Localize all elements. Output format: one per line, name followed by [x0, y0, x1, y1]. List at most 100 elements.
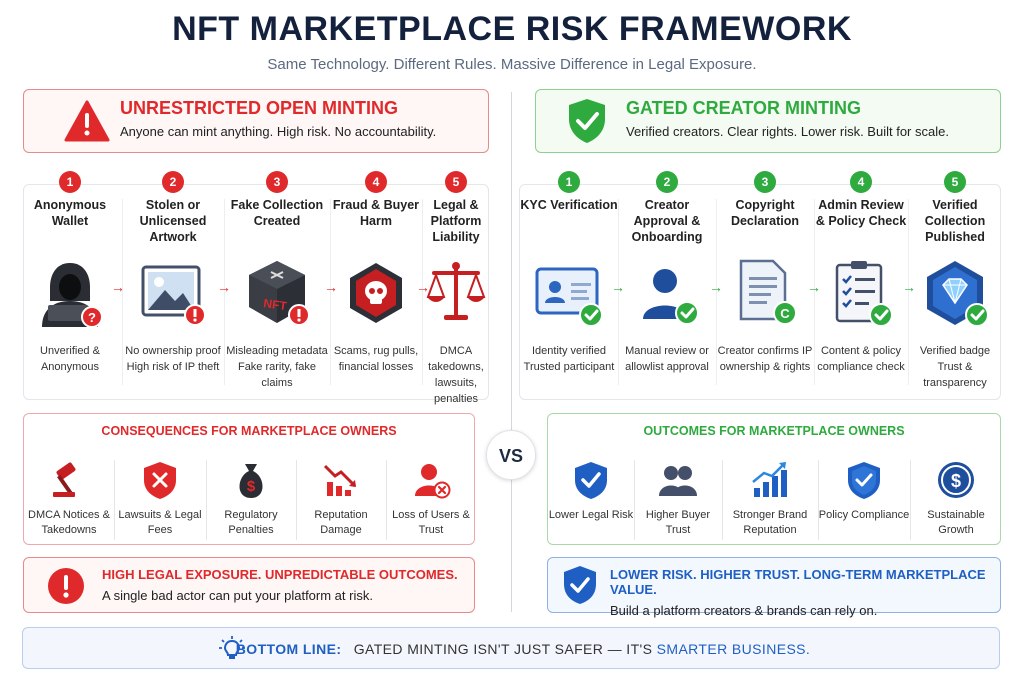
page-title: NFT MARKETPLACE RISK FRAMEWORK	[172, 10, 852, 48]
step-number: 3	[266, 171, 288, 193]
bottom-line-lead: BOTTOM LINE:	[235, 641, 342, 657]
shield-check-icon	[562, 564, 598, 611]
step-desc: Unverified & Anonymous	[40, 345, 100, 373]
dollar-coin-icon: $	[936, 460, 976, 500]
consequence-item: Lawsuits & Legal Fees	[114, 454, 206, 544]
gated-minting-title: GATED CREATOR MINTING	[626, 98, 861, 118]
versus-badge: VS	[486, 430, 536, 480]
shield-check-icon	[844, 460, 884, 500]
consequence-label: DMCA Notices & Takedowns	[28, 509, 110, 536]
consequence-item: Reputation Damage	[296, 454, 386, 544]
consequence-item: DMCA Notices & Takedowns	[24, 454, 114, 544]
outcome-item: Policy Compliance	[818, 454, 910, 544]
bottom-line-text: BOTTOM LINE: GATED MINTING ISN'T JUST SA…	[23, 641, 999, 657]
flow-arrow-icon: →	[416, 279, 430, 295]
summary-subtitle: Build a platform creators & brands can r…	[610, 603, 878, 618]
users-icon	[658, 460, 698, 500]
consequence-item: $ Regulatory Penalties	[206, 454, 296, 544]
outcome-label: Lower Legal Risk	[548, 509, 634, 521]
open-step-2: 2 Stolen or Unlicensed Artwork No owners…	[122, 171, 224, 399]
step-number: 5	[944, 171, 966, 193]
alert-circle-icon	[46, 566, 86, 611]
open-minting-title: UNRESTRICTED OPEN MINTING	[120, 98, 399, 118]
gated-step-4: 4 Admin Review & Policy Check Content & …	[814, 171, 908, 399]
checklist-icon	[825, 257, 897, 329]
skull-icon	[340, 257, 412, 329]
flow-arrow-icon: →	[902, 279, 916, 295]
outcomes-heading: OUTCOMES FOR MARKETPLACE OWNERS	[643, 424, 905, 438]
gated-step-3: 3 Copyright Declaration C Creator confir…	[716, 171, 814, 399]
high-exposure-summary: HIGH LEGAL EXPOSURE. UNPREDICTABLE OUTCO…	[23, 557, 475, 613]
open-minting-flow: 1 Anonymous Wallet ? Unverified & Anonym…	[23, 171, 490, 405]
step-label: Admin Review & Policy Check	[815, 198, 907, 228]
step-label: Copyright Declaration	[730, 198, 800, 228]
hooded-figure-icon: ?	[34, 257, 106, 329]
step-number: 1	[558, 171, 580, 193]
page-subtitle: Same Technology. Different Rules. Massiv…	[267, 56, 757, 73]
step-number: 3	[754, 171, 776, 193]
step-number: 4	[365, 171, 387, 193]
consequence-item: Loss of Users & Trust	[386, 454, 476, 544]
gated-step-2: 2 Creator Approval & Onboarding Manual r…	[618, 171, 716, 399]
consequence-label: Loss of Users & Trust	[392, 509, 470, 536]
step-desc: DMCA takedowns, lawsuits, penalties	[428, 345, 484, 405]
step-label: Legal & Platform Liability	[430, 198, 482, 244]
gavel-icon	[49, 460, 89, 500]
consequences-panel: CONSEQUENCES FOR MARKETPLACE OWNERS DMCA…	[23, 413, 475, 545]
consequence-label: Lawsuits & Legal Fees	[118, 509, 202, 536]
flow-arrow-icon: →	[807, 279, 821, 295]
step-label: Stolen or Unlicensed Artwork	[139, 198, 207, 244]
outcomes-panel: OUTCOMES FOR MARKETPLACE OWNERS Lower Le…	[547, 413, 1001, 545]
shield-check-icon	[571, 460, 611, 500]
step-number: 5	[445, 171, 467, 193]
flow-arrow-icon: →	[324, 279, 338, 295]
lower-risk-summary: LOWER RISK. HIGHER TRUST. LONG-TERM MARK…	[547, 557, 1001, 618]
user-remove-icon	[411, 460, 451, 500]
nft-cube-icon: NFT	[241, 257, 313, 329]
svg-text:$: $	[951, 471, 961, 491]
shield-x-icon	[140, 460, 180, 500]
step-label: Creator Approval & Onboarding	[631, 198, 703, 244]
bottom-line-highlight: SMARTER BUSINESS.	[656, 641, 811, 657]
open-step-5: 5 Legal & Platform Liability DMCA takedo…	[422, 171, 490, 405]
chart-up-icon	[750, 460, 790, 500]
step-number: 1	[59, 171, 81, 193]
outcome-label: Stronger Brand Reputation	[732, 509, 808, 536]
summary-title: LOWER RISK. HIGHER TRUST. LONG-TERM MARK…	[610, 567, 986, 597]
open-minting-subtitle: Anyone can mint anything. High risk. No …	[120, 124, 437, 139]
step-label: KYC Verification	[520, 198, 618, 212]
diamond-hexagon-icon	[919, 257, 991, 329]
money-bag-icon: $	[231, 460, 271, 500]
shield-check-icon	[566, 97, 608, 150]
outcome-item: Stronger Brand Reputation	[722, 454, 818, 544]
open-step-4: 4 Fraud & Buyer Harm Scams, rug pulls, f…	[330, 171, 422, 399]
flow-arrow-icon: →	[217, 279, 231, 295]
open-step-1: 1 Anonymous Wallet ? Unverified & Anonym…	[24, 171, 116, 399]
step-desc: Identity verified Trusted participant	[523, 345, 615, 373]
gated-step-1: 1 KYC Verification Identity verified Tru…	[520, 171, 618, 399]
lightbulb-icon	[219, 636, 245, 667]
svg-text:NFT: NFT	[263, 296, 289, 313]
consequences-heading: CONSEQUENCES FOR MARKETPLACE OWNERS	[101, 424, 397, 438]
image-icon	[137, 257, 209, 329]
bottom-line-bar: BOTTOM LINE: GATED MINTING ISN'T JUST SA…	[22, 627, 1000, 669]
step-label: Verified Collection Published	[924, 198, 986, 244]
step-label: Fake Collection Created	[230, 198, 324, 228]
center-divider	[511, 92, 512, 612]
step-desc: Misleading metadata Fake rarity, fake cl…	[226, 345, 328, 389]
step-label: Fraud & Buyer Harm	[332, 198, 420, 228]
warning-triangle-icon	[64, 100, 110, 147]
step-label: Anonymous Wallet	[33, 198, 107, 228]
gated-minting-flow: 1 KYC Verification Identity verified Tru…	[519, 171, 1002, 400]
gated-minting-banner: GATED CREATOR MINTING Verified creators.…	[535, 89, 1001, 153]
svg-text:$: $	[247, 478, 256, 495]
bottom-line-body: GATED MINTING ISN'T JUST SAFER — IT'S	[353, 641, 653, 657]
outcome-item: Higher Buyer Trust	[634, 454, 722, 544]
flow-arrow-icon: →	[709, 279, 723, 295]
gated-step-5: 5 Verified Collection Published Verified…	[908, 171, 1002, 399]
step-desc: Scams, rug pulls, financial losses	[333, 345, 419, 373]
outcome-item: $ Sustainable Growth	[910, 454, 1002, 544]
scales-icon	[424, 257, 488, 329]
step-desc: Creator confirms IP ownership & rights	[717, 345, 813, 373]
id-card-icon	[533, 257, 605, 329]
